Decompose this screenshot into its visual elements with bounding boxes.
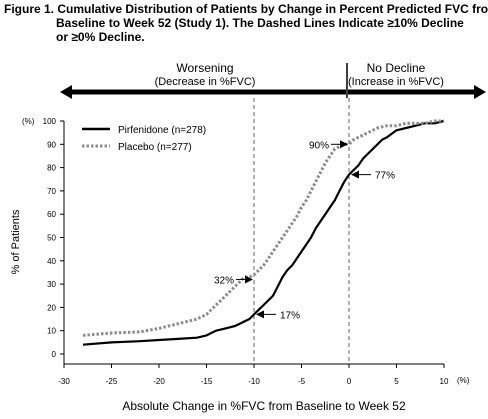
banner-left-arrow-shaft [68, 89, 346, 95]
y-tick-label: 100 [43, 117, 57, 126]
x-tick-label: 5 [394, 377, 399, 386]
direction-banner: Worsening (Decrease in %FVC) No Decline … [60, 61, 486, 99]
y-axis-label: % of Patients [10, 209, 22, 274]
banner-right-sublabel: (Increase in %FVC) [348, 76, 444, 88]
figure-title-line-2: Baseline to Week 52 (Study 1). The Dashe… [56, 16, 464, 30]
y-tick-label: 0 [52, 350, 57, 359]
annotation-label: 90% [309, 140, 329, 151]
x-ticks: -30 -25 -20 -15 -10 -5 0 5 10 [58, 364, 449, 386]
y-ticks: 0 10 20 30 40 50 60 70 80 90 100 [43, 117, 64, 359]
y-tick-label: 90 [47, 140, 56, 149]
x-tick-label: -25 [106, 377, 118, 386]
figure-title-line-3: or ≥0% Decline. [56, 30, 145, 44]
series-lines [82, 119, 445, 346]
x-tick-label: 0 [347, 377, 352, 386]
annotation-label: 32% [214, 275, 234, 286]
y-tick-label: 30 [47, 280, 56, 289]
banner-right-label: No Decline [367, 61, 426, 75]
figure-title-line-1: Figure 1. Cumulative Distribution of Pat… [4, 2, 488, 16]
annotation-label: 77% [375, 171, 395, 182]
y-tick-label: 40 [47, 257, 56, 266]
banner-left-arrow-head [60, 85, 72, 99]
figure-title: Figure 1. Cumulative Distribution of Pat… [4, 2, 488, 44]
banner-left-sublabel: (Decrease in %FVC) [155, 76, 256, 88]
y-tick-label: 50 [47, 234, 56, 243]
y-axis-unit: (%) [22, 117, 35, 126]
legend-label-pirfenidone: Pirfenidone (n=278) [118, 125, 206, 136]
banner-right-arrow-shaft [348, 89, 478, 95]
banner-left-label: Worsening [176, 61, 233, 75]
x-axis-label: Absolute Change in %FVC from Baseline to… [122, 399, 406, 413]
y-tick-label: 80 [47, 164, 56, 173]
annotations: 90% 77% 32% 17% [214, 140, 395, 321]
series-line-placebo [82, 119, 444, 337]
y-tick-label: 10 [47, 327, 56, 336]
x-tick-label: -15 [201, 377, 213, 386]
axes: (%) (%) % of Patients Absolute Change in… [10, 117, 470, 413]
legend: Pirfenidone (n=278) Placebo (n=277) [82, 125, 206, 153]
x-tick-label: -5 [298, 377, 306, 386]
y-tick-label: 70 [47, 187, 56, 196]
x-tick-label: -20 [153, 377, 165, 386]
x-tick-label: 10 [440, 377, 449, 386]
legend-label-placebo: Placebo (n=277) [118, 142, 192, 153]
x-axis-unit: (%) [457, 376, 470, 385]
x-tick-label: -30 [58, 377, 70, 386]
banner-right-arrow-head [474, 85, 486, 99]
reference-lines [253, 98, 350, 364]
annotation-label: 17% [280, 310, 300, 321]
y-tick-label: 20 [47, 303, 56, 312]
series-line-pirfenidone [82, 119, 445, 346]
y-tick-label: 60 [47, 210, 56, 219]
x-tick-label: -10 [248, 377, 260, 386]
